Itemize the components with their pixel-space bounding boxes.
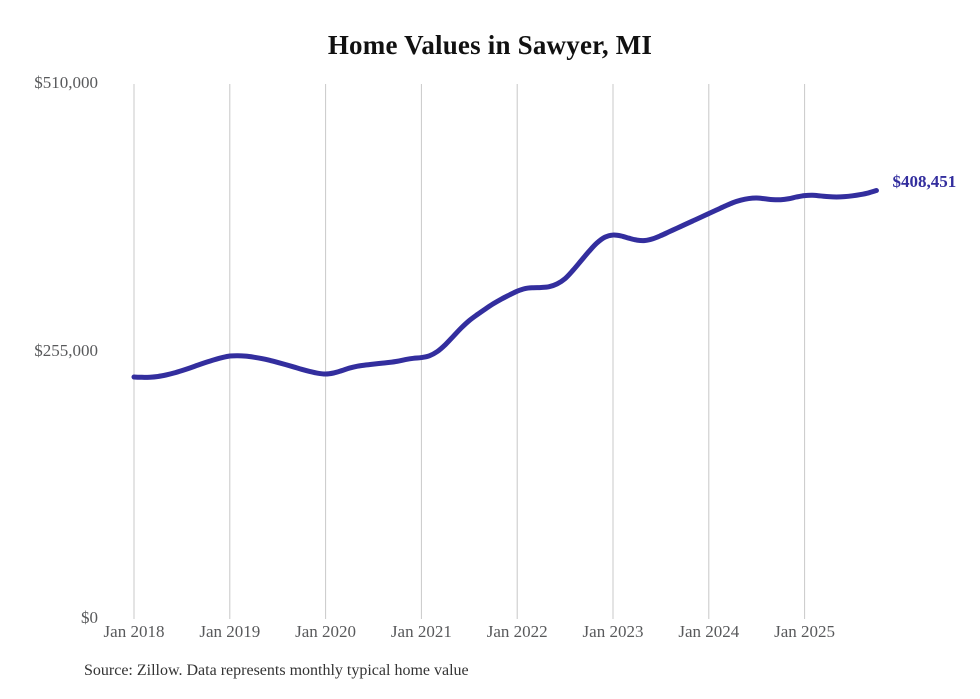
x-axis-tick-label: Jan 2022 — [486, 622, 548, 641]
y-axis-tick-label-bottom: $0 — [81, 608, 98, 627]
x-axis-tick-label: Jan 2024 — [678, 622, 740, 641]
gridlines-group — [133, 84, 806, 619]
chart-title: Home Values in Sawyer, MI — [327, 30, 653, 60]
x-axis-tick-label: Jan 2018 — [103, 622, 165, 641]
y-axis-tick-label-middle: $255,000 — [34, 340, 98, 360]
source-note: Source: Zillow. Data represents monthly … — [84, 662, 469, 679]
x-axis-tick-label: Jan 2025 — [774, 622, 836, 641]
x-axis-tick-label: Jan 2020 — [295, 622, 357, 641]
x-axis-tick-label: Jan 2023 — [582, 622, 644, 641]
series-end-value-label: $408,451 — [892, 171, 957, 191]
x-axis-tick-label: Jan 2019 — [199, 622, 261, 641]
y-axis-tick-label-top: $510,000 — [34, 73, 98, 92]
x-axis-tick-label: Jan 2021 — [390, 622, 452, 641]
series-line-home-values — [131, 188, 879, 380]
